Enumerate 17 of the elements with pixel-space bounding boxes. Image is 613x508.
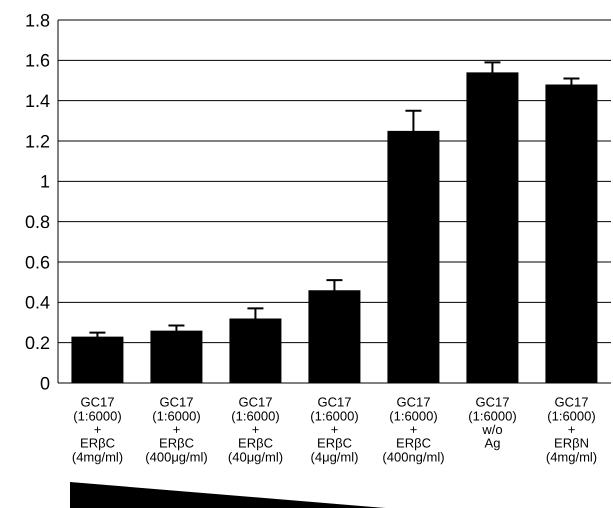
y-tick-label: 0.8: [24, 212, 50, 232]
y-tick-label: 0.2: [24, 333, 50, 354]
x-tick-label: GC17 (1:6000) + ERβC (4mg/ml): [72, 394, 124, 464]
x-tick-label: GC17 (1:6000) + ERβN (4mg/ml): [546, 394, 598, 464]
y-tick-label: 0.6: [24, 252, 50, 272]
y-tick-label: 1.6: [24, 50, 50, 71]
y-tick-label: 1.2: [24, 131, 50, 152]
y-tick-label: 0: [40, 373, 50, 394]
x-tick-label: GC17 (1:6000) w/o Ag: [468, 394, 517, 451]
x-tick-label: GC17 (1:6000) + ERβC (4μg/ml): [310, 394, 359, 464]
y-tick-label: 1.8: [24, 10, 50, 30]
y-tick-label: 1: [40, 172, 50, 192]
y-tick-label: 0.4: [24, 292, 50, 313]
y-tick-label: 1.4: [24, 91, 50, 112]
x-tick-label: GC17 (1:6000) + ERβC (400μg/ml): [145, 394, 208, 464]
x-tick-label: GC17 (1:6000) + ERβC (40μg/ml): [228, 394, 284, 464]
x-tick-label: GC17 (1:6000) + ERβC (400ng/ml): [382, 394, 445, 464]
